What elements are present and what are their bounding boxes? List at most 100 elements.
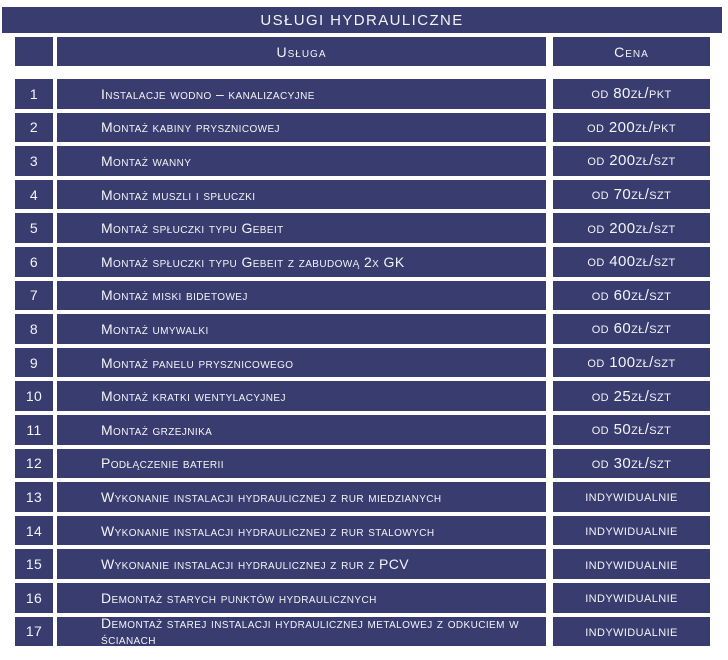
table-row: 6 Montaż spłuczki typu Gebeit z zabudową… — [0, 246, 728, 277]
row-number-cell: 1 — [15, 79, 53, 109]
row-number: 9 — [29, 354, 39, 371]
service-cell: Wykonanie instalacji hydraulicznej z rur… — [57, 549, 546, 579]
row-number: 11 — [26, 421, 42, 438]
price-label: od 60zł/szt — [591, 286, 672, 304]
price-cell: od 200zł/pkt — [553, 112, 710, 143]
price-label: indywidualnie — [585, 589, 678, 607]
table-row: 15 Wykonanie instalacji hydraulicznej z … — [0, 549, 728, 579]
price-cell: od 60zł/szt — [553, 280, 710, 311]
row-number: 15 — [25, 556, 43, 573]
table-row: 7 Montaż miski bidetowej od 60zł/szt — [0, 280, 728, 311]
price-cell: od 200zł/szt — [553, 213, 710, 243]
service-label: Montaż grzejnika — [101, 421, 213, 438]
row-number-cell: 3 — [15, 146, 53, 176]
price-column-label: Cena — [614, 43, 649, 60]
price-label: od 60zł/szt — [591, 320, 672, 338]
row-number: 3 — [29, 152, 39, 169]
table-row: 3 Montaż wanny od 200zł/szt — [0, 146, 728, 176]
row-number: 7 — [29, 287, 39, 304]
service-cell: Wykonanie instalacji hydraulicznej z rur… — [57, 515, 546, 546]
price-label: indywidualnie — [585, 622, 678, 640]
row-number-cell: 13 — [15, 482, 53, 512]
price-label: indywidualnie — [585, 522, 678, 540]
price-label: od 200zł/pkt — [587, 118, 676, 136]
row-number: 14 — [25, 522, 43, 539]
row-number: 2 — [29, 119, 39, 136]
price-cell: indywidualnie — [553, 616, 710, 647]
row-number-cell: 17 — [15, 616, 53, 647]
service-label: Wykonanie instalacji hydraulicznej z rur… — [101, 522, 435, 539]
row-number-cell: 11 — [15, 414, 53, 445]
price-label: od 200zł/szt — [587, 152, 676, 170]
service-cell: Montaż spłuczki typu Gebeit z zabudową 2… — [57, 246, 546, 277]
table-row: 8 Montaż umywalki od 60zł/szt — [0, 314, 728, 344]
price-cell: od 50zł/szt — [553, 414, 710, 445]
table-row: 14 Wykonanie instalacji hydraulicznej z … — [0, 515, 728, 546]
table-row: 12 Podłączenie baterii od 30zł/szt — [0, 448, 728, 479]
price-cell: indywidualnie — [553, 515, 710, 546]
table-row: 9 Montaż panelu prysznicowego od 100zł/s… — [0, 347, 728, 378]
table-row: 5 Montaż spłuczki typu Gebeit od 200zł/s… — [0, 213, 728, 243]
service-label: Demontaż starych punktów hydraulicznych — [101, 589, 377, 606]
table-row: 16 Demontaż starych punktów hydrauliczny… — [0, 582, 728, 613]
service-cell: Montaż panelu prysznicowego — [57, 347, 546, 378]
header-cell-service: Usługa — [57, 37, 546, 66]
price-label: od 200zł/szt — [587, 219, 676, 237]
row-number-cell: 5 — [15, 213, 53, 243]
row-number: 12 — [25, 455, 43, 472]
service-cell: Demontaż starej instalacji hydraulicznej… — [57, 615, 546, 648]
service-label: Montaż kratki wentylacyjnej — [101, 388, 286, 405]
price-cell: indywidualnie — [553, 549, 710, 579]
table-row: 17 Demontaż starej instalacji hydraulicz… — [0, 615, 728, 648]
price-cell: od 200zł/szt — [553, 146, 710, 176]
price-cell: indywidualnie — [553, 482, 710, 512]
service-cell: Instalacje wodno – kanalizacyjne — [57, 79, 546, 109]
service-label: Wykonanie instalacji hydraulicznej z rur… — [101, 488, 442, 505]
row-number-cell: 2 — [15, 112, 53, 143]
row-number: 5 — [29, 220, 39, 237]
table-title: USŁUGI HYDRAULICZNE — [260, 11, 464, 29]
service-cell: Demontaż starych punktów hydraulicznych — [57, 582, 546, 613]
price-label: od 30zł/szt — [591, 454, 672, 472]
row-number-cell: 10 — [15, 381, 53, 411]
row-number-cell: 15 — [15, 549, 53, 579]
service-label: Montaż muszli i spłuczki — [101, 186, 256, 203]
header-cell-number — [15, 37, 53, 66]
service-label: Demontaż starej instalacji hydraulicznej… — [101, 615, 519, 648]
price-cell: od 70zł/szt — [553, 179, 710, 210]
row-number: 8 — [29, 320, 39, 337]
row-number: 10 — [25, 388, 43, 405]
service-cell: Montaż kratki wentylacyjnej — [57, 381, 546, 411]
row-number-cell: 12 — [15, 448, 53, 479]
price-label: od 400zł/szt — [587, 253, 676, 271]
service-label: Montaż umywalki — [101, 320, 209, 337]
row-number: 16 — [25, 589, 43, 606]
service-label: Montaż spłuczki typu Gebeit — [101, 220, 284, 237]
service-label: Montaż wanny — [101, 152, 192, 169]
price-cell: od 400zł/szt — [553, 246, 710, 277]
row-number-cell: 6 — [15, 246, 53, 277]
row-number-cell: 8 — [15, 314, 53, 344]
table-row: 4 Montaż muszli i spłuczki od 70zł/szt — [0, 179, 728, 210]
table-title-bar: USŁUGI HYDRAULICZNE — [2, 7, 722, 33]
price-label: indywidualnie — [585, 488, 678, 506]
price-label: od 25zł/szt — [591, 387, 672, 405]
price-label: indywidualnie — [585, 555, 678, 573]
service-cell: Podłączenie baterii — [57, 448, 546, 479]
price-list: USŁUGI HYDRAULICZNE Usługa Cena 1 Instal… — [0, 7, 728, 648]
row-number: 4 — [29, 186, 39, 203]
price-cell: od 100zł/szt — [553, 347, 710, 378]
table-row: 2 Montaż kabiny prysznicowej od 200zł/pk… — [0, 112, 728, 143]
service-label: Podłączenie baterii — [101, 455, 224, 472]
row-number: 17 — [25, 623, 43, 640]
row-number-cell: 14 — [15, 515, 53, 546]
table-row: 13 Wykonanie instalacji hydraulicznej z … — [0, 482, 728, 512]
row-number: 6 — [29, 253, 39, 270]
row-number-cell: 16 — [15, 582, 53, 613]
row-number-cell: 7 — [15, 280, 53, 311]
service-label: Instalacje wodno – kanalizacyjne — [101, 85, 315, 102]
service-label: Wykonanie instalacji hydraulicznej z rur… — [101, 556, 410, 573]
table-header-row: Usługa Cena — [0, 37, 728, 66]
service-cell: Montaż wanny — [57, 146, 546, 176]
price-label: od 70zł/szt — [591, 186, 672, 204]
